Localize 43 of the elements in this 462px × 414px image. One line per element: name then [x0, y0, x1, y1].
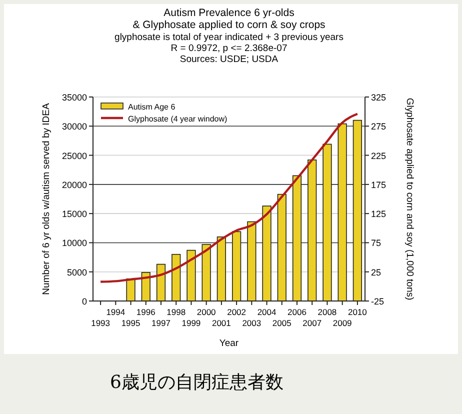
x-tick-label: 2000	[196, 307, 216, 317]
x2-tick-label: 2003	[242, 318, 262, 328]
text: 6歳児の自閉症患者数	[110, 372, 284, 393]
y2-tick-label: 175	[371, 180, 386, 190]
x2-tick-label: 1995	[121, 318, 140, 328]
x2-tick-label: 2001	[212, 318, 232, 328]
y2-axis-title: Glyphosate applied to corn and soy (1,000 tons)	[404, 98, 415, 300]
y-tick-label: 25000	[62, 150, 87, 161]
legend-label: Glyphosate (4 year window)	[128, 114, 228, 124]
line-series	[99, 112, 359, 283]
y-tick-label: 30000	[62, 122, 87, 132]
x-tick-label: 1998	[166, 307, 186, 317]
y2-tick-label: 25	[371, 267, 382, 278]
x2-tick-label: 2009	[332, 318, 352, 328]
x-tick-label: 1996	[136, 307, 156, 317]
x2-tick-label: 2005	[272, 318, 292, 328]
x-tick-label: 1994	[106, 307, 126, 317]
y-tick-label: 5000	[66, 267, 87, 278]
y2-tick-label: 225	[371, 150, 386, 161]
x-tick-label: 2008	[318, 307, 337, 317]
chart-title: Autism Prevalence 6 yr-olds & Glyphosate applied to corn & soy crops	[132, 7, 326, 31]
y-axis-title: Number of 6 yr olds w/autism served by IDEA	[41, 102, 52, 295]
y2-tick-label: 325	[371, 92, 386, 102]
x-axis-title: Year	[219, 338, 239, 349]
y2-tick-label: 125	[371, 209, 386, 220]
x2-tick-label: 1999	[182, 318, 201, 328]
y2-tick-label: 75	[371, 238, 382, 248]
y-tick-label: 20000	[62, 180, 87, 190]
y-tick-label: 10000	[62, 238, 87, 248]
chart-subtitle: glyphosate is total of year indicated + 3 previous years R = 0.9972, p <= 2.368e-07 Sources: USDE; USDA	[114, 32, 344, 65]
x-tick-label: 2004	[257, 307, 276, 317]
x2-tick-label: 1997	[152, 318, 171, 328]
x2-tick-label: 2007	[302, 318, 322, 328]
y-tick-label: 15000	[62, 209, 87, 220]
y-tick-label: 35000	[62, 92, 87, 102]
x2-tick-label: 1993	[91, 318, 110, 328]
y2-tick-label: 275	[371, 122, 386, 132]
y2-tick-label: -25	[371, 296, 384, 306]
legend-label: Autism Age 6	[128, 102, 176, 112]
y-tick-label: 0	[82, 296, 87, 306]
x-tick-label: 2006	[288, 307, 307, 317]
x-tick-label: 2010	[348, 307, 368, 317]
x-tick-label: 2002	[227, 307, 246, 317]
